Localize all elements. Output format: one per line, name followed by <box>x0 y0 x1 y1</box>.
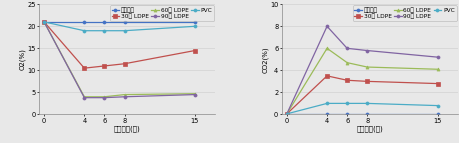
PVC <box>324 103 329 104</box>
60㎎ LDPE <box>122 94 127 95</box>
30㎎ LDPE <box>41 21 47 23</box>
유공필름 <box>122 21 127 23</box>
90㎎ LDPE <box>284 113 289 115</box>
60㎎ LDPE <box>41 21 47 23</box>
90㎎ LDPE <box>41 21 47 23</box>
90㎎ LDPE <box>434 56 439 58</box>
유공필름 <box>344 113 349 115</box>
X-axis label: 유통기간(일): 유통기간(일) <box>113 125 140 132</box>
30㎎ LDPE <box>364 81 369 82</box>
Legend: 유공필름, 30㎎ LDPE, 60㎎ LDPE, 90㎎ LDPE, PVC: 유공필름, 30㎎ LDPE, 60㎎ LDPE, 90㎎ LDPE, PVC <box>110 5 213 21</box>
유공필름 <box>192 21 197 23</box>
30㎎ LDPE <box>324 75 329 77</box>
60㎎ LDPE <box>192 93 197 95</box>
Line: 30㎎ LDPE: 30㎎ LDPE <box>285 74 438 115</box>
Line: 90㎎ LDPE: 90㎎ LDPE <box>43 20 196 99</box>
Line: 60㎎ LDPE: 60㎎ LDPE <box>285 47 438 115</box>
Line: 30㎎ LDPE: 30㎎ LDPE <box>43 20 196 70</box>
30㎎ LDPE <box>81 67 87 69</box>
60㎎ LDPE <box>81 96 87 98</box>
PVC <box>122 30 127 32</box>
유공필름 <box>81 21 87 23</box>
Y-axis label: O2(%): O2(%) <box>19 48 26 70</box>
30㎎ LDPE <box>101 65 107 67</box>
30㎎ LDPE <box>122 63 127 65</box>
90㎎ LDPE <box>192 94 197 95</box>
유공필름 <box>364 113 369 115</box>
PVC <box>344 103 349 104</box>
60㎎ LDPE <box>434 68 439 70</box>
PVC <box>81 30 87 32</box>
유공필름 <box>284 113 289 115</box>
Line: PVC: PVC <box>43 20 196 32</box>
90㎎ LDPE <box>122 96 127 98</box>
Legend: 유공필름, 30㎎ LDPE, 60㎎ LDPE, 90㎎ LDPE, PVC: 유공필름, 30㎎ LDPE, 60㎎ LDPE, 90㎎ LDPE, PVC <box>352 5 455 21</box>
유공필름 <box>41 21 47 23</box>
PVC <box>41 21 47 23</box>
Line: PVC: PVC <box>285 102 438 115</box>
유공필름 <box>324 113 329 115</box>
Y-axis label: CO2(%): CO2(%) <box>262 46 268 73</box>
유공필름 <box>101 21 107 23</box>
90㎎ LDPE <box>364 50 369 51</box>
60㎎ LDPE <box>364 66 369 68</box>
PVC <box>364 103 369 104</box>
PVC <box>434 105 439 106</box>
PVC <box>192 25 197 27</box>
90㎎ LDPE <box>81 97 87 99</box>
Line: 90㎎ LDPE: 90㎎ LDPE <box>285 25 438 115</box>
PVC <box>284 113 289 115</box>
Line: 유공필름: 유공필름 <box>43 20 196 23</box>
30㎎ LDPE <box>344 79 349 81</box>
60㎎ LDPE <box>324 47 329 49</box>
30㎎ LDPE <box>192 50 197 51</box>
60㎎ LDPE <box>101 96 107 98</box>
90㎎ LDPE <box>344 47 349 49</box>
PVC <box>101 30 107 32</box>
Line: 60㎎ LDPE: 60㎎ LDPE <box>43 20 196 98</box>
유공필름 <box>434 113 439 115</box>
Line: 유공필름: 유공필름 <box>285 112 438 115</box>
90㎎ LDPE <box>324 25 329 27</box>
90㎎ LDPE <box>101 97 107 99</box>
30㎎ LDPE <box>434 83 439 84</box>
60㎎ LDPE <box>284 113 289 115</box>
X-axis label: 유통기간(일): 유통기간(일) <box>356 125 382 132</box>
60㎎ LDPE <box>344 62 349 63</box>
30㎎ LDPE <box>284 113 289 115</box>
